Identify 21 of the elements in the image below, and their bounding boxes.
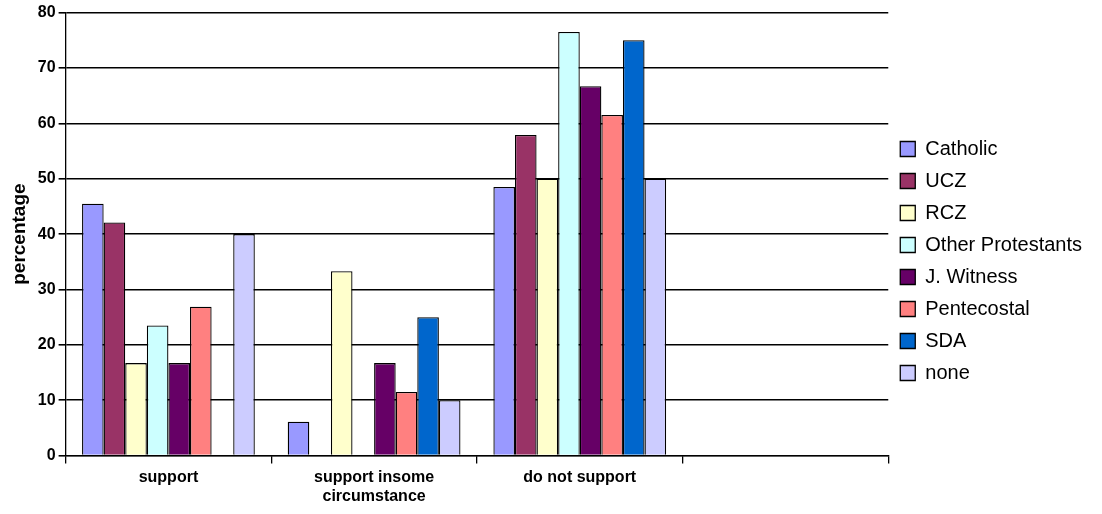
- y-tick-label: 0: [46, 446, 56, 464]
- legend-label: Pentecostal: [925, 296, 1030, 319]
- y-tick-label: 20: [37, 335, 56, 353]
- legend-label: Catholic: [925, 136, 998, 159]
- legend-label: SDA: [925, 328, 968, 351]
- legend-label: UCZ: [925, 168, 967, 191]
- y-tick-label: 60: [37, 113, 56, 131]
- legend-label: Other Protestants: [925, 232, 1083, 255]
- y-axis-title: percentage: [7, 183, 29, 285]
- x-tick-label: do not support: [523, 467, 637, 485]
- y-tick-label: 10: [37, 390, 56, 408]
- y-tick-label: 30: [37, 279, 56, 297]
- x-tick-label: support: [138, 467, 199, 485]
- legend-label: RCZ: [925, 200, 967, 223]
- y-tick-label: 40: [37, 224, 56, 242]
- y-tick-label: 80: [37, 3, 56, 21]
- y-tick-label: 70: [37, 58, 56, 76]
- y-tick-label: 50: [37, 169, 56, 187]
- legend-label: none: [925, 360, 970, 383]
- x-tick-label: support insome circumstance: [314, 467, 435, 504]
- legend-label: J. Witness: [925, 264, 1018, 287]
